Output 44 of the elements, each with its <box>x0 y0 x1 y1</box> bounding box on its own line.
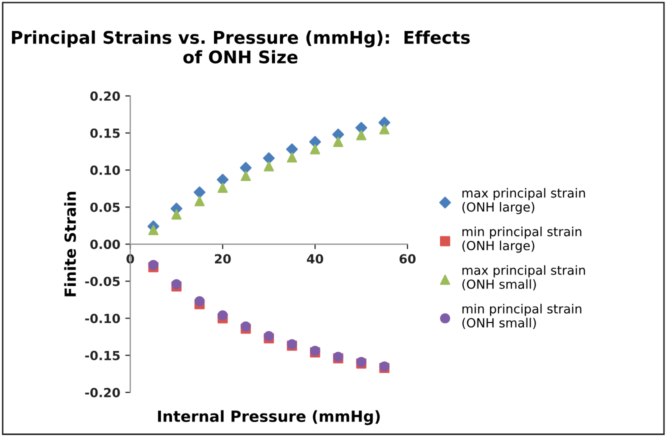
x-tick-label: 20 <box>214 254 231 264</box>
legend-label: max principal strain (ONH small) <box>462 265 585 290</box>
point <box>333 136 344 147</box>
point <box>286 143 298 156</box>
point <box>264 161 274 172</box>
point <box>194 196 205 206</box>
point <box>240 170 251 182</box>
y-axis-title: Finite Strain <box>64 192 76 296</box>
x-axis-title: Internal Pressure (mmHg) <box>158 410 380 426</box>
point <box>148 224 158 236</box>
point <box>194 186 206 198</box>
chart-title: Principal Strains vs. Pressure (mmHg): Effects of ONH Size <box>12 30 470 64</box>
point <box>240 321 251 332</box>
point <box>218 182 228 193</box>
point <box>216 174 229 186</box>
point <box>379 124 390 134</box>
legend-label: min principal strain (ONH small) <box>462 304 582 329</box>
x-tick-label: 40 <box>306 254 324 264</box>
point <box>148 260 158 270</box>
x-tick-label: 60 <box>400 254 416 264</box>
y-tick-label: -0.20 <box>85 388 120 398</box>
point <box>262 152 275 164</box>
point <box>218 310 228 320</box>
legend-label: min principal strain (ONH large) <box>462 226 582 253</box>
point <box>355 122 368 134</box>
point <box>240 162 252 174</box>
point <box>286 152 298 163</box>
point <box>194 296 205 306</box>
point <box>309 136 321 148</box>
x-tick-label: 0 <box>126 254 134 264</box>
point <box>171 209 182 220</box>
legend-label: max principal strain (ONH large) <box>462 188 585 214</box>
y-tick-label: -0.15 <box>85 350 120 360</box>
y-tick-label: -0.10 <box>85 314 120 324</box>
y-tick-label: 0.15 <box>90 128 120 138</box>
y-tick-label: 0.10 <box>90 166 120 175</box>
y-tick-label: 0.00 <box>90 240 120 250</box>
y-tick-label: 0.20 <box>90 91 120 101</box>
point <box>310 144 320 154</box>
y-tick-label: 0.05 <box>90 202 120 212</box>
point <box>332 128 344 140</box>
y-tick-label: -0.05 <box>85 276 120 286</box>
point <box>264 330 274 342</box>
point <box>356 130 366 140</box>
